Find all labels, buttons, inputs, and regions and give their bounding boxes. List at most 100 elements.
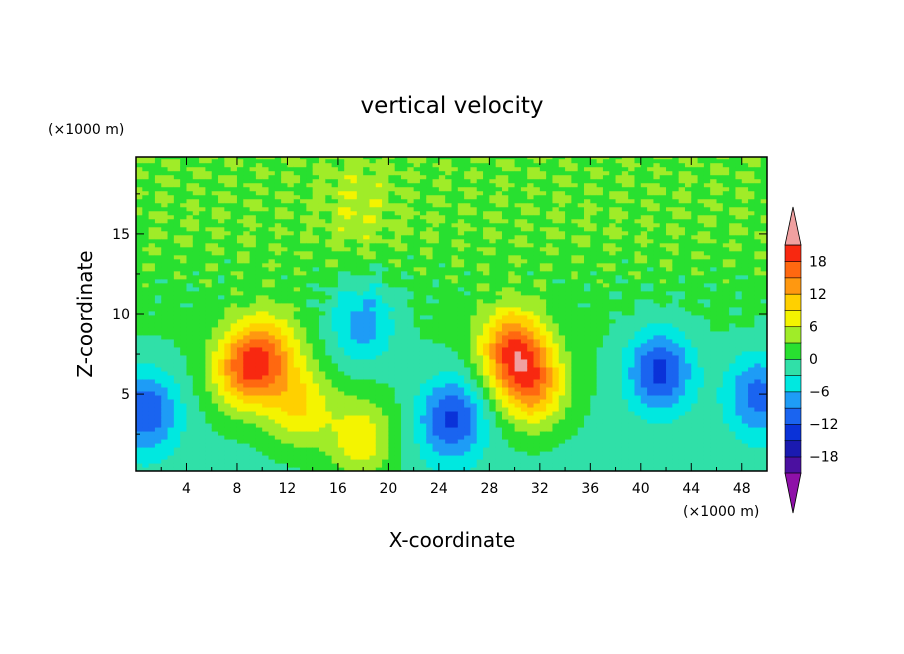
field-cell <box>413 386 421 392</box>
field-cell <box>167 442 175 448</box>
field-cell <box>426 370 434 376</box>
field-cell <box>300 306 307 312</box>
field-cell <box>255 306 263 312</box>
field-cell <box>192 178 200 184</box>
field-cell <box>148 406 156 412</box>
field-cell <box>476 258 484 264</box>
field-cell <box>262 178 270 184</box>
field-cell <box>407 242 415 248</box>
field-cell <box>318 214 326 220</box>
field-cell <box>363 410 371 416</box>
field-cell <box>318 422 326 428</box>
field-cell <box>483 318 490 324</box>
field-cell <box>243 410 251 416</box>
field-cell <box>464 270 472 276</box>
field-cell <box>287 430 295 436</box>
field-cell <box>483 182 490 188</box>
field-cell <box>211 466 219 471</box>
field-cell <box>318 266 326 272</box>
field-cell <box>192 214 200 220</box>
field-cell <box>274 226 282 232</box>
field-cell <box>382 242 389 248</box>
field-cell <box>312 162 320 168</box>
field-cell <box>451 286 459 292</box>
field-cell <box>274 378 282 384</box>
field-cell <box>331 194 339 200</box>
field-cell <box>369 334 377 340</box>
field-cell <box>520 386 528 392</box>
field-cell <box>369 418 377 424</box>
field-cell <box>287 174 295 180</box>
field-cell <box>211 318 219 324</box>
field-cell <box>419 206 427 212</box>
field-cell <box>312 414 320 420</box>
field-cell <box>287 326 295 332</box>
field-cell <box>142 414 150 420</box>
field-cell <box>413 278 421 284</box>
field-cell <box>394 346 402 352</box>
field-cell <box>192 354 200 360</box>
field-cell <box>495 458 503 464</box>
field-cell <box>249 294 257 300</box>
field-cell <box>445 338 453 344</box>
field-cell <box>274 190 282 196</box>
field-cell <box>300 402 307 408</box>
field-cell <box>438 262 446 268</box>
field-cell <box>501 186 509 192</box>
field-cell <box>199 402 207 408</box>
field-cell <box>148 314 156 320</box>
field-cell <box>438 298 446 304</box>
field-cell <box>243 390 251 396</box>
field-cell <box>382 210 389 216</box>
field-cell <box>268 318 276 324</box>
field-cell <box>464 334 472 340</box>
field-cell <box>161 334 169 340</box>
field-cell <box>236 350 244 356</box>
field-cell <box>489 198 497 204</box>
field-cell <box>401 346 408 352</box>
field-cell <box>527 310 535 316</box>
field-cell <box>249 162 257 168</box>
field-cell <box>489 274 497 280</box>
field-cell <box>306 414 314 420</box>
field-cell <box>243 442 251 448</box>
field-cell <box>136 254 143 260</box>
field-cell <box>293 326 301 332</box>
field-cell <box>356 214 364 220</box>
field-cell <box>457 226 465 232</box>
field-cell <box>281 462 289 468</box>
field-cell <box>520 450 528 456</box>
field-cell <box>306 210 314 216</box>
field-cell <box>520 306 528 312</box>
field-cell <box>154 314 162 320</box>
field-cell <box>318 218 326 224</box>
field-cell <box>218 206 225 212</box>
field-cell <box>451 302 459 308</box>
field-cell <box>236 386 244 392</box>
field-cell <box>287 226 295 232</box>
field-cell <box>432 422 440 428</box>
field-cell <box>489 230 497 236</box>
field-cell <box>306 330 314 336</box>
field-cell <box>224 418 232 424</box>
field-cell <box>186 230 194 236</box>
field-cell <box>211 238 219 244</box>
field-cell <box>205 178 213 184</box>
field-cell <box>300 458 307 464</box>
field-cell <box>401 242 408 248</box>
field-cell <box>268 462 276 468</box>
field-cell <box>243 358 251 364</box>
field-cell <box>281 306 289 312</box>
field-cell <box>255 346 263 352</box>
field-cell <box>148 414 156 420</box>
field-cell <box>262 290 270 296</box>
field-cell <box>306 402 314 408</box>
field-cell <box>154 394 162 400</box>
field-cell <box>211 166 219 172</box>
field-cell <box>331 454 339 460</box>
field-cell <box>388 462 396 468</box>
field-cell <box>363 278 371 284</box>
field-cell <box>501 442 509 448</box>
field-cell <box>432 157 440 160</box>
field-cell <box>199 458 207 464</box>
